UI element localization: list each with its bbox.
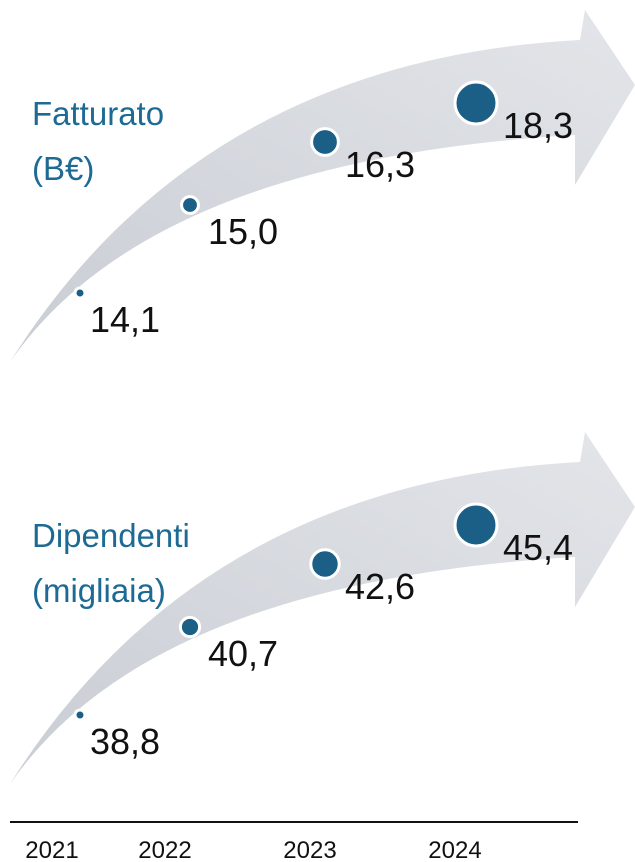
chart-title: Dipendenti bbox=[32, 517, 190, 554]
chart-panel: Fatturato (B€) 14,1 15,0 16,3 18,3 bbox=[10, 10, 635, 362]
x-tick-label: 2023 bbox=[283, 837, 336, 862]
value-label: 45,4 bbox=[503, 527, 573, 568]
bubble bbox=[73, 708, 87, 722]
bubble bbox=[73, 286, 87, 300]
chart-title: Fatturato bbox=[32, 95, 164, 132]
bubble bbox=[180, 195, 200, 215]
bubble bbox=[310, 127, 340, 157]
value-label: 40,7 bbox=[208, 633, 278, 674]
chart-panel: Dipendenti (migliaia) 38,8 40,7 42,6 45,4 bbox=[10, 432, 635, 784]
value-label: 42,6 bbox=[345, 566, 415, 607]
chart-unit: (B€) bbox=[32, 150, 94, 187]
value-label: 38,8 bbox=[90, 721, 160, 762]
x-tick-label: 2021 bbox=[25, 837, 78, 862]
value-label: 18,3 bbox=[503, 105, 573, 146]
chart-unit: (migliaia) bbox=[32, 572, 166, 609]
value-label: 15,0 bbox=[208, 211, 278, 252]
value-label: 14,1 bbox=[90, 299, 160, 340]
bubble bbox=[453, 502, 499, 548]
bubble bbox=[453, 80, 499, 126]
value-label: 16,3 bbox=[345, 144, 415, 185]
x-tick-label: 2022 bbox=[138, 837, 191, 862]
x-tick-label: 2024 bbox=[428, 837, 481, 862]
bubble bbox=[309, 548, 341, 580]
bubble bbox=[178, 615, 202, 639]
